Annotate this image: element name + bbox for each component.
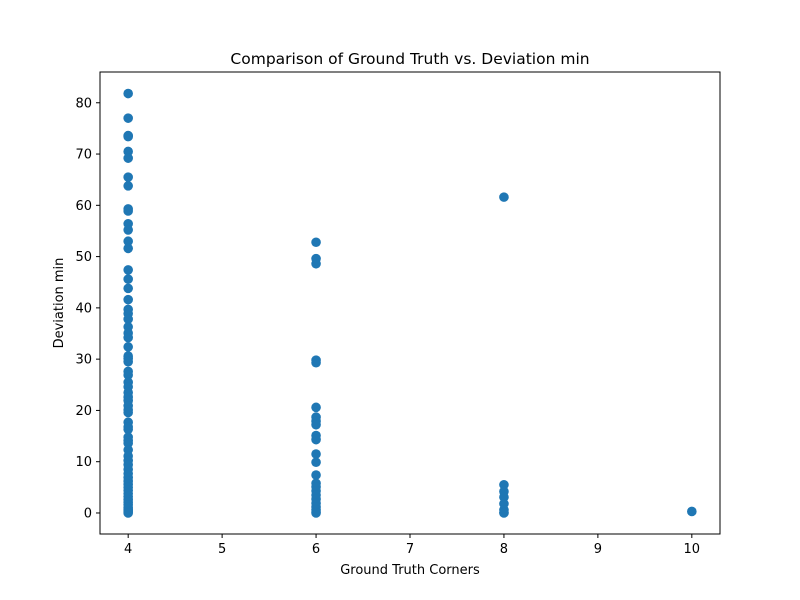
data-point	[123, 146, 133, 157]
y-tick-label: 60	[75, 199, 92, 214]
y-tick-label: 30	[75, 353, 92, 368]
data-point	[311, 449, 321, 459]
y-axis-label: Deviation min	[52, 258, 67, 349]
data-point	[499, 192, 509, 202]
data-point	[123, 131, 133, 142]
data-point	[123, 206, 133, 216]
data-point	[123, 407, 133, 418]
data-point	[123, 424, 133, 435]
data-point	[311, 419, 321, 430]
y-axis-ticks: 0 10 20 30 40 50 60 70 80	[75, 96, 100, 521]
data-point	[123, 88, 133, 99]
data-point	[123, 243, 133, 254]
y-tick-label: 20	[75, 404, 92, 419]
data-point	[311, 508, 321, 518]
data-point	[123, 356, 133, 367]
x-tick-label: 5	[218, 542, 226, 557]
x-axis-ticks: 4 5 6 7 8 9 10	[124, 534, 700, 557]
data-point	[123, 314, 133, 324]
x-tick-label: 6	[312, 542, 320, 557]
data-point	[311, 402, 321, 413]
data-point	[123, 113, 133, 123]
plot-area-frame	[99, 71, 721, 535]
y-tick-label: 70	[75, 148, 92, 163]
y-tick-label: 80	[75, 96, 92, 111]
data-point	[687, 506, 697, 517]
y-tick-label: 50	[75, 250, 92, 265]
data-point	[499, 492, 509, 502]
data-point	[123, 274, 133, 284]
x-tick-label: 10	[684, 542, 701, 557]
data-point	[499, 479, 509, 490]
chart-title: Comparison of Ground Truth vs. Deviation…	[230, 50, 589, 68]
data-point	[123, 236, 133, 247]
x-tick-label: 8	[500, 542, 508, 557]
data-point	[311, 434, 321, 445]
data-point	[123, 508, 133, 518]
y-tick-label: 40	[75, 301, 92, 316]
data-point	[311, 237, 321, 248]
data-point	[123, 342, 133, 352]
y-tick-label: 0	[84, 506, 92, 521]
x-axis-label: Ground Truth Corners	[340, 563, 480, 578]
data-point	[123, 265, 133, 275]
data-point	[123, 283, 133, 294]
x-tick-label: 9	[594, 542, 602, 557]
scatter-points	[123, 88, 697, 518]
data-point	[123, 294, 133, 305]
data-point	[499, 508, 509, 518]
data-point	[123, 172, 133, 182]
x-tick-label: 4	[124, 542, 132, 557]
x-tick-label: 7	[406, 542, 414, 557]
data-point	[123, 438, 133, 449]
data-point	[311, 258, 321, 269]
data-point	[311, 470, 321, 480]
data-point	[123, 332, 133, 343]
data-point	[123, 225, 133, 235]
data-point	[311, 457, 321, 468]
data-point	[123, 181, 133, 191]
data-point	[123, 370, 133, 380]
data-point	[311, 357, 321, 368]
data-point	[123, 153, 133, 163]
y-tick-label: 10	[75, 455, 92, 470]
